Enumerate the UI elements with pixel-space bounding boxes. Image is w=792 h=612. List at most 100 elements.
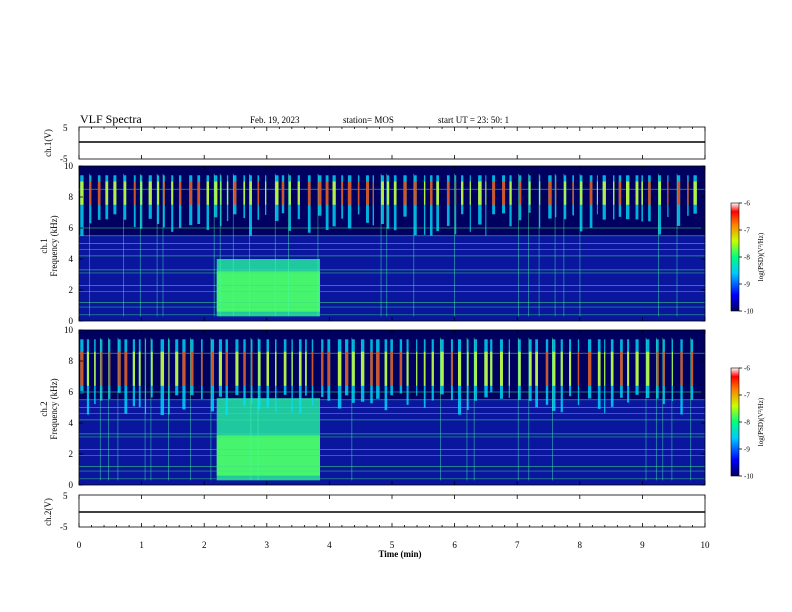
xtick-label: 3	[265, 540, 270, 550]
sferic-core	[117, 351, 121, 386]
sferic-core	[138, 351, 141, 386]
sferic-core	[243, 351, 246, 386]
sferic-core	[431, 351, 434, 386]
sferic-core	[552, 351, 556, 386]
figure-title: VLF Spectra	[80, 112, 142, 126]
sferic-core	[423, 351, 426, 386]
ch1-waveform-frame	[78, 126, 706, 160]
sferic-core	[535, 351, 538, 386]
ch2-spectrogram-panel: 0 2 4 6 8 10 ch.2 Frequency (kHz)	[39, 325, 706, 490]
sferic-core	[105, 181, 109, 205]
sferic-core	[596, 181, 598, 205]
xtick-label: 6	[452, 540, 457, 550]
sferic-burst	[423, 175, 426, 235]
sferic-core	[297, 181, 300, 205]
sferic-core	[393, 181, 397, 205]
sferic-core	[386, 181, 390, 205]
sferic-core	[430, 181, 433, 205]
sferic-core	[283, 351, 287, 386]
sferic-core	[436, 181, 440, 205]
sferic-core	[399, 351, 403, 386]
colorbar-tick-label: -10	[744, 308, 754, 316]
sferic-core	[113, 181, 117, 205]
spectrogram-noise-band	[79, 399, 705, 485]
sferic-core	[133, 181, 136, 205]
sferic-core	[372, 181, 375, 205]
sferic-core	[555, 181, 557, 205]
sferic-core	[175, 351, 179, 386]
sferic-core	[577, 351, 580, 386]
sferic-core	[569, 351, 572, 386]
sferic-core	[123, 181, 127, 205]
ch1-spectrogram-panel: 0 2 4 6 8 10 ch.1 Frequency (kHz)	[39, 161, 706, 326]
sferic-burst	[80, 175, 84, 236]
sferic-core	[370, 351, 373, 386]
sferic-burst	[249, 175, 252, 236]
sferic-core	[94, 351, 96, 386]
sferic-core	[80, 181, 84, 205]
ytick-label: 10	[64, 161, 74, 171]
sferic-core	[160, 351, 165, 386]
sferic-core	[341, 181, 344, 205]
sferic-core	[450, 351, 453, 386]
ch1-waveform-panel: 5 -5 ch.1(V)	[43, 123, 706, 164]
xtick-label: 8	[578, 540, 583, 550]
sferic-core	[440, 351, 444, 386]
ytick-label: 2	[69, 285, 74, 295]
sferic-burst	[658, 175, 662, 235]
sferic-core	[671, 351, 673, 386]
sferic-core	[604, 351, 606, 386]
ytick-label: 0	[69, 480, 74, 490]
sferic-core	[610, 351, 614, 386]
sferic-core	[376, 351, 380, 386]
ch1-colorbar-label: log(PSD)(V²/Hz)	[757, 232, 765, 281]
sferic-core	[656, 351, 659, 386]
xaxis-label: Time (min)	[378, 549, 421, 559]
sferic-core	[499, 351, 503, 386]
sferic-core	[218, 351, 222, 386]
sferic-core	[250, 351, 253, 386]
sferic-core	[275, 351, 277, 386]
ch2-colorbar-ticks: -6 -7 -8 -9 -10	[739, 365, 754, 481]
sferic-core	[518, 351, 521, 386]
sferic-core	[560, 351, 563, 386]
sferic-core	[233, 181, 237, 205]
colorbar-tick-label: -6	[744, 200, 750, 208]
xtick-label: 1	[139, 540, 144, 550]
ytick-label: 4	[69, 254, 74, 264]
ytick-label: 8	[69, 192, 74, 202]
sferic-core	[140, 181, 143, 205]
sferic-core	[518, 181, 522, 205]
ch1-waveform-ytick-top: 5	[63, 123, 68, 133]
sferic-core	[264, 181, 267, 205]
xtick-label: 4	[327, 540, 332, 550]
xtick-label: 0	[77, 540, 82, 550]
sferic-core	[545, 351, 549, 386]
sferic-core	[257, 181, 260, 205]
sferic-core	[124, 351, 128, 386]
sferic-core	[423, 181, 426, 205]
ch2-spectrogram-yticks: 0 2 4 6 8 10	[64, 325, 705, 490]
sferic-core	[509, 181, 512, 205]
sferic-core	[474, 351, 478, 386]
sferic-core	[182, 351, 186, 386]
sferic-core	[416, 351, 418, 386]
sferic-core	[612, 181, 615, 205]
sferic-core	[466, 351, 469, 386]
sferic-core	[332, 181, 336, 205]
sferic-core	[80, 351, 84, 386]
sferic-core	[197, 181, 201, 205]
sferic-core	[690, 351, 694, 386]
sferic-core	[220, 181, 222, 205]
ch1-waveform-ytick-bottom: -5	[60, 154, 68, 164]
sferic-core	[627, 351, 630, 386]
station-label: station= MOS	[343, 115, 394, 125]
sferic-core	[214, 181, 218, 205]
sferic-core	[563, 181, 567, 205]
sferic-core	[548, 181, 552, 205]
sferic-core	[206, 181, 210, 205]
sferic-core	[635, 351, 639, 386]
ytick-label: 6	[69, 223, 74, 233]
sferic-burst	[454, 175, 457, 235]
